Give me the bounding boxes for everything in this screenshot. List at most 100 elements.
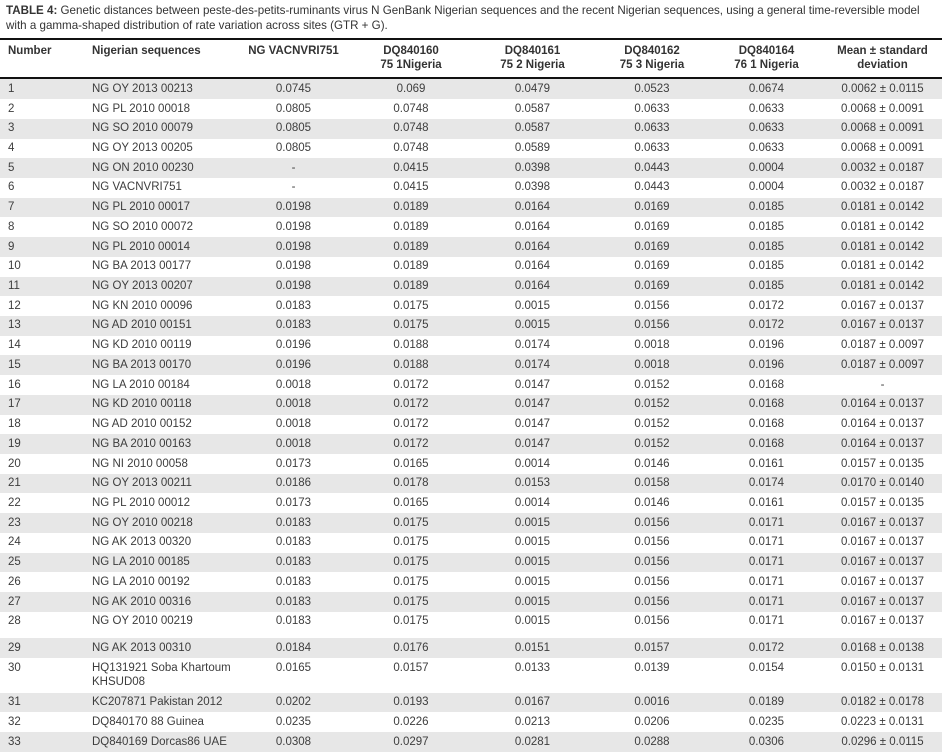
cell-number: 13 xyxy=(8,319,21,332)
cell-c3: 0.0174 xyxy=(514,358,551,371)
cell-c4: 0.0156 xyxy=(634,595,670,608)
cell-c4: 0.0152 xyxy=(634,378,670,391)
table-row: 7 NG PL 2010 00017 0.0198 0.0189 0.0164 0.016… xyxy=(0,197,942,218)
column-header-sequence: Nigerian sequences xyxy=(88,39,236,80)
cell-c1: 0.0183 xyxy=(275,299,312,312)
cell-c4: 0.0443 xyxy=(634,181,670,194)
cell-number: 32 xyxy=(8,715,21,728)
cell-c2: 0.0748 xyxy=(393,122,429,135)
table-row: 15 NG BA 2013 00170 0.0196 0.0188 0.0174 0.00… xyxy=(0,355,942,376)
cell-mean: 0.0157 ± 0.0135 xyxy=(840,457,925,470)
cell-c4: 0.0633 xyxy=(634,122,670,135)
cell-c5: 0.0168 xyxy=(748,398,785,411)
table-row: 8 NG SO 2010 00072 0.0198 0.0189 0.0164 0.016… xyxy=(0,217,942,237)
cell-number: 9 xyxy=(8,240,15,253)
cell-c4: 0.0139 xyxy=(634,661,670,674)
cell-c3: 0.0014 xyxy=(514,496,551,509)
cell-c3: 0.0015 xyxy=(514,595,551,608)
cell-c5: 0.0171 xyxy=(748,516,785,529)
cell-c2: 0.0172 xyxy=(393,378,429,391)
cell-c4: 0.0633 xyxy=(634,102,670,115)
cell-c2: 0.0189 xyxy=(393,280,429,293)
cell-mean: 0.0167 ± 0.0137 xyxy=(840,299,925,312)
table-row: 17 NG KD 2010 00118 0.0018 0.0172 0.0147 0.01… xyxy=(0,394,942,415)
cell-sequence: HQ131921 Soba Khartoum KHSUD08 xyxy=(92,661,231,689)
cell-c3: 0.0398 xyxy=(514,161,551,174)
cell-c5: 0.0168 xyxy=(748,378,785,391)
cell-number: 20 xyxy=(8,457,21,470)
cell-c2: 0.0172 xyxy=(393,418,429,431)
table-row: 28 NG OY 2010 00219 0.0183 0.0175 0.0015 0.01… xyxy=(0,612,942,635)
cell-c5: 0.0633 xyxy=(748,122,785,135)
cell-number: 6 xyxy=(8,181,15,194)
cell-c4: 0.0018 xyxy=(634,358,670,371)
cell-c1: 0.0018 xyxy=(275,418,312,431)
cell-c5: 0.0171 xyxy=(748,575,785,588)
cell-mean: 0.0062 ± 0.0115 xyxy=(841,82,924,95)
cell-sequence: NG OY 2013 00211 xyxy=(92,477,192,490)
cell-c4: 0.0152 xyxy=(634,437,670,450)
cell-sequence: NG BA 2010 00163 xyxy=(92,437,192,450)
cell-c2: 0.0172 xyxy=(393,437,429,450)
cell-sequence: NG AK 2010 00316 xyxy=(92,595,192,608)
cell-c2: 0.0189 xyxy=(393,201,429,214)
cell-mean: 0.0164 ± 0.0137 xyxy=(840,398,925,411)
cell-c1: 0.0198 xyxy=(275,260,312,273)
cell-c4: 0.0152 xyxy=(634,398,670,411)
cell-c2: 0.0189 xyxy=(393,220,429,233)
cell-c4: 0.0169 xyxy=(634,280,670,293)
cell-number: 15 xyxy=(8,358,21,371)
cell-number: 14 xyxy=(8,339,21,352)
table-row: 5 NG ON 2010 00230 - 0.0415 0.0398 0.0443 0.00… xyxy=(0,158,942,178)
cell-c1: 0.0198 xyxy=(275,201,312,214)
cell-sequence: NG AD 2010 00152 xyxy=(92,418,192,431)
table-row: 31 KC207871 Pakistan 2012 0.0202 0.0193 0.01… xyxy=(0,692,942,713)
cell-c1: 0.0805 xyxy=(275,142,312,154)
cell-mean: 0.0157 ± 0.0135 xyxy=(840,496,925,509)
cell-mean: 0.0068 ± 0.0091 xyxy=(840,122,925,135)
cell-c1: 0.0183 xyxy=(275,536,312,549)
cell-c5: 0.0185 xyxy=(748,260,785,273)
cell-number: 21 xyxy=(8,477,21,490)
cell-c2: 0.0175 xyxy=(393,319,429,332)
cell-c3: 0.0147 xyxy=(514,437,551,450)
cell-sequence: KC207871 Pakistan 2012 xyxy=(92,696,223,709)
table-row: 3 NG SO 2010 00079 0.0805 0.0748 0.0587 0.063… xyxy=(0,118,942,139)
column-header-c3-line: 75 2 Nigeria xyxy=(500,58,565,71)
cell-c2: 0.0415 xyxy=(393,161,429,174)
cell-number: 16 xyxy=(8,378,21,391)
table-caption: TABLE 4: Genetic distances between peste… xyxy=(0,0,942,40)
cell-c5: 0.0189 xyxy=(748,696,785,709)
cell-c1: 0.0183 xyxy=(275,516,312,529)
cell-c2: 0.0175 xyxy=(393,575,429,588)
cell-c1: 0.0202 xyxy=(275,696,312,709)
cell-number: 25 xyxy=(8,556,21,569)
cell-c1: 0.0183 xyxy=(275,319,312,332)
cell-number: 17 xyxy=(8,398,21,411)
cell-c1: 0.0173 xyxy=(275,457,312,470)
cell-mean: 0.0167 ± 0.0137 xyxy=(840,615,925,628)
table-row: 9 NG PL 2010 00014 0.0198 0.0189 0.0164 0.016… xyxy=(0,237,942,257)
table-row: 12 NG KN 2010 00096 0.0183 0.0175 0.0015 0.01… xyxy=(0,296,942,316)
cell-c2: 0.0175 xyxy=(393,615,429,628)
column-header-mean-line: Mean ± standard xyxy=(837,44,928,57)
cell-c5: 0.0171 xyxy=(748,556,785,569)
column-header-c3-line: DQ840161 xyxy=(504,44,561,57)
cell-c2: 0.0188 xyxy=(393,358,429,371)
cell-c1: 0.0805 xyxy=(275,102,312,115)
cell-c5: 0.0185 xyxy=(748,280,785,293)
column-header-c4-line: 75 3 Nigeria xyxy=(619,58,685,71)
cell-c2: 0.069 xyxy=(396,82,426,95)
cell-sequence: NG ON 2010 00230 xyxy=(92,161,194,174)
cell-c5: 0.0172 xyxy=(710,631,823,659)
table-header-row: Number Nigerian sequences NG VACNVRI751 DQ8… xyxy=(0,39,942,80)
column-header-c2-line: DQ840160 xyxy=(383,44,439,57)
column-header-c1-line: NG VACNVRI751 xyxy=(248,44,339,57)
cell-c2: 0.0415 xyxy=(393,181,429,194)
cell-sequence: NG PL 2010 00012 xyxy=(92,496,191,509)
cell-c1: 0.0018 xyxy=(275,398,312,411)
cell-number: 33 xyxy=(8,735,21,748)
cell-c5: 0.0168 xyxy=(748,418,785,431)
column-header-c2: DQ840160 75 1Nigeria xyxy=(351,39,471,80)
table-row: 27 NG AK 2010 00316 0.0183 0.0175 0.0015 0.01… xyxy=(0,592,942,612)
